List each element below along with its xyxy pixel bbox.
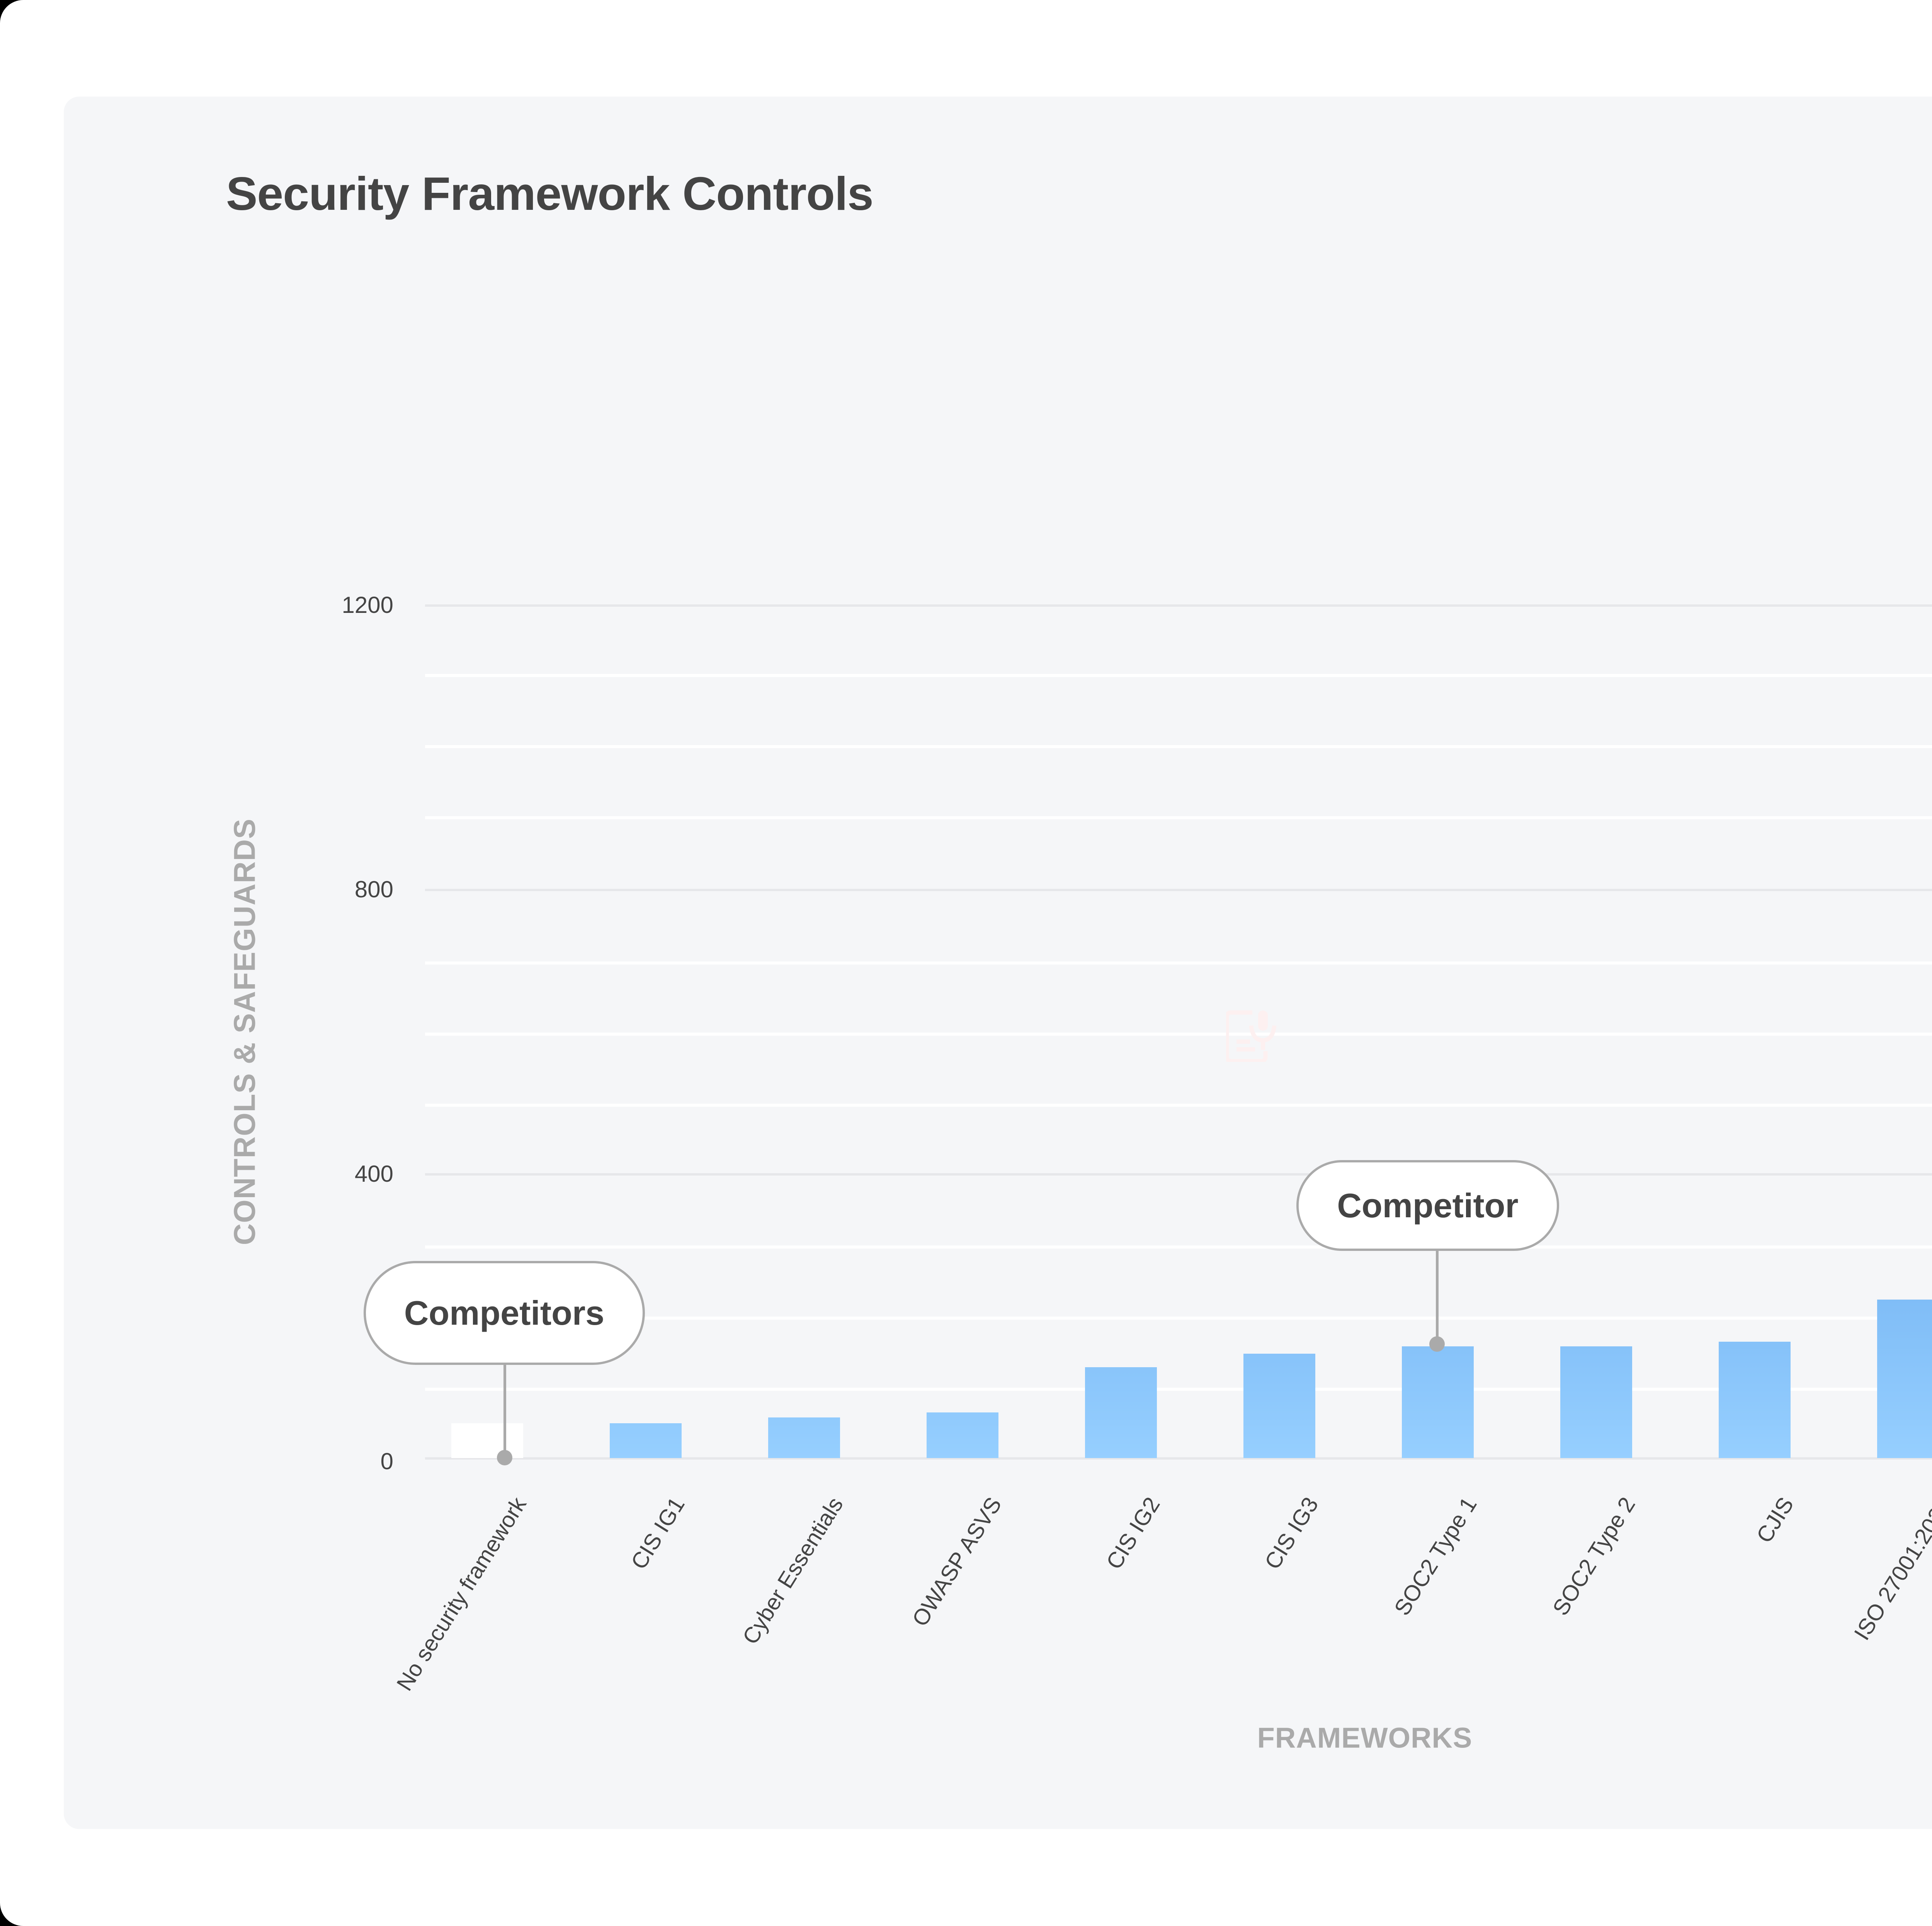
gridline-500 (425, 1104, 1932, 1107)
competitor-callout-label: Competitor (1337, 1186, 1519, 1225)
y-tick-800: 800 (354, 876, 393, 902)
gridline-700 (425, 961, 1932, 965)
bar-soc2-type-1 (1402, 1346, 1474, 1458)
bar-no-security-framework (451, 1423, 523, 1458)
bar-cyber-essentials (768, 1417, 840, 1458)
bar-owasp-asvs (927, 1412, 998, 1458)
competitors-callout-dot (497, 1450, 512, 1465)
competitors-callout-label: Competitors (404, 1293, 605, 1332)
gridline-100 (425, 1388, 1932, 1391)
competitors-callout: Competitors (364, 1261, 645, 1365)
x-label: CIS IG1 (626, 1492, 690, 1574)
x-label: No security framework (391, 1492, 531, 1695)
gridline-0 (425, 1457, 1932, 1460)
x-label: CJIS (1752, 1492, 1799, 1547)
chart-title: Security Framework Controls (226, 167, 874, 220)
x-label: SOC2 Type 1 (1389, 1492, 1482, 1620)
x-axis-title: FRAMEWORKS (1257, 1722, 1473, 1754)
gridline-600 (425, 1033, 1932, 1036)
y-axis-title: CONTROLS & SAFEGUARDS (227, 818, 262, 1245)
x-label: CIS IG2 (1101, 1492, 1165, 1574)
gridline-800 (425, 889, 1932, 891)
x-label: ISO 27001:2022 (1849, 1492, 1932, 1645)
competitor-callout-dot (1429, 1336, 1445, 1352)
gridline-1100 (425, 674, 1932, 677)
bar-cjis (1719, 1342, 1791, 1458)
bar-soc2-type-2 (1560, 1346, 1632, 1458)
competitor-callout: Competitor (1296, 1160, 1559, 1251)
y-tick-1200: 1200 (342, 592, 393, 618)
x-label: SOC2 Type 2 (1548, 1492, 1640, 1620)
gridline-200 (425, 1317, 1932, 1320)
document-microphone-icon (1226, 1010, 1277, 1062)
competitor-callout-stem (1436, 1251, 1439, 1344)
gridline-400 (425, 1173, 1932, 1176)
gridline-1000 (425, 745, 1932, 748)
x-label: OWASP ASVS (907, 1492, 1007, 1631)
bar-cis-ig3 (1243, 1354, 1315, 1458)
gridline-900 (425, 816, 1932, 819)
gridline-1200 (425, 604, 1932, 607)
bar-cis-ig1 (610, 1423, 682, 1458)
y-tick-400: 400 (354, 1161, 393, 1187)
y-tick-0: 0 (380, 1448, 393, 1474)
bar-iso-27001-2022 (1877, 1300, 1932, 1458)
bar-cis-ig2 (1085, 1367, 1157, 1458)
competitors-callout-stem (503, 1365, 506, 1458)
x-label: CIS IG3 (1260, 1492, 1323, 1574)
x-label: Cyber Essentials (738, 1492, 848, 1649)
gridline-300 (425, 1245, 1932, 1249)
